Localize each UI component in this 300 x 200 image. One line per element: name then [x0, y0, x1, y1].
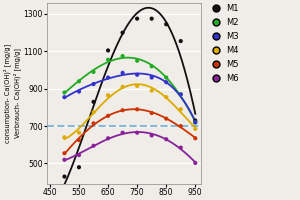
Point — [76, 80, 81, 83]
Point — [106, 76, 110, 79]
Point — [62, 158, 67, 161]
Point — [178, 93, 183, 96]
Point — [164, 138, 169, 141]
Point — [62, 175, 67, 178]
Point — [149, 89, 154, 92]
Point — [164, 76, 169, 79]
Legend: M1, M2, M3, M4, M5, M6: M1, M2, M3, M4, M5, M6 — [207, 3, 239, 84]
Point — [120, 131, 125, 134]
Point — [178, 108, 183, 111]
Point — [149, 111, 154, 115]
Point — [120, 109, 125, 112]
Point — [135, 73, 140, 76]
Point — [178, 146, 183, 149]
Point — [91, 122, 96, 125]
Point — [106, 137, 110, 140]
Point — [193, 121, 198, 124]
Point — [76, 166, 81, 169]
Point — [120, 71, 125, 74]
Point — [178, 39, 183, 43]
Point — [149, 65, 154, 68]
Point — [135, 59, 140, 62]
Point — [91, 111, 96, 114]
Point — [149, 17, 154, 20]
Point — [178, 125, 183, 128]
Point — [193, 121, 198, 124]
Point — [164, 23, 169, 26]
Point — [76, 90, 81, 93]
Point — [135, 84, 140, 88]
Point — [164, 96, 169, 99]
Point — [135, 17, 140, 20]
Point — [193, 127, 198, 131]
Point — [164, 81, 169, 84]
Point — [120, 85, 125, 88]
Point — [62, 96, 67, 99]
Point — [91, 70, 96, 74]
Point — [62, 91, 67, 94]
Point — [193, 119, 198, 122]
Point — [164, 117, 169, 120]
Point — [193, 161, 198, 165]
Point — [76, 153, 81, 157]
Point — [106, 94, 110, 97]
Point — [178, 93, 183, 96]
Point — [76, 139, 81, 142]
Point — [120, 31, 125, 34]
Point — [135, 131, 140, 134]
Point — [91, 100, 96, 103]
Point — [135, 108, 140, 111]
Point — [76, 131, 81, 134]
Point — [62, 152, 67, 155]
Point — [106, 49, 110, 52]
Point — [91, 144, 96, 147]
Point — [106, 114, 110, 117]
Point — [106, 58, 110, 61]
Point — [62, 136, 67, 139]
Point — [91, 82, 96, 86]
Y-axis label: consumption- Ca(OH)² [mg/g]
Verbrauch- Ca(OH)² [mg/g]: consumption- Ca(OH)² [mg/g] Verbrauch- C… — [3, 44, 21, 143]
Point — [120, 54, 125, 58]
Point — [193, 137, 198, 140]
Point — [149, 134, 154, 137]
Point — [149, 76, 154, 79]
